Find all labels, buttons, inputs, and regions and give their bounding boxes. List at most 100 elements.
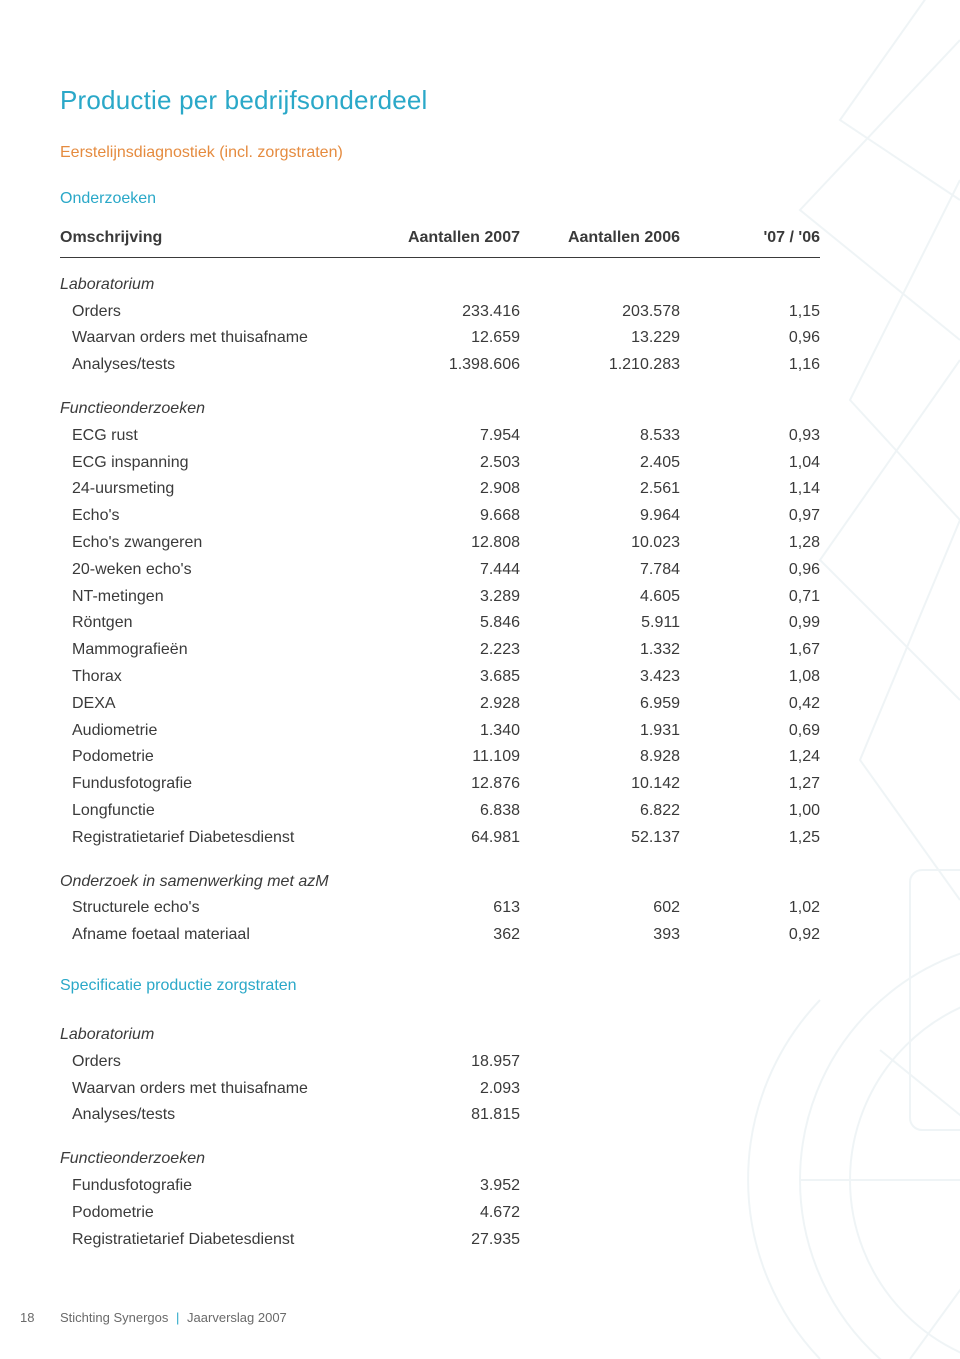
table-row: Röntgen5.8465.9110,99: [60, 610, 820, 637]
row-ratio: 1,27: [680, 771, 820, 798]
row-value-2007: 9.668: [370, 503, 520, 530]
row-value-2007: 1.340: [370, 718, 520, 745]
spec-heading: Specificatie productie zorgstraten: [60, 977, 810, 995]
table-row: Orders18.957: [60, 1049, 820, 1076]
row-value-2006: 4.605: [520, 584, 680, 611]
col-ratio: '07 / '06: [680, 222, 820, 257]
table-row: ECG rust7.9548.5330,93: [60, 423, 820, 450]
row-value-2007: 7.444: [370, 557, 520, 584]
row-label: Mammografieën: [60, 637, 370, 664]
table-row: Longfunctie6.8386.8221,00: [60, 798, 820, 825]
row-value-2007: 5.846: [370, 610, 520, 637]
table-row: Waarvan orders met thuisafname2.093: [60, 1076, 820, 1103]
table-row: Analyses/tests81.815: [60, 1102, 820, 1129]
row-ratio: 0,96: [680, 325, 820, 352]
row-label: Podometrie: [60, 744, 370, 771]
row-value-2007: 2.503: [370, 450, 520, 477]
row-label: 20-weken echo's: [60, 557, 370, 584]
row-ratio: 1,14: [680, 476, 820, 503]
row-value-2006: 7.784: [520, 557, 680, 584]
row-ratio: 0,97: [680, 503, 820, 530]
row-ratio: 0,69: [680, 718, 820, 745]
section-label-onderzoeken: Onderzoeken: [60, 190, 810, 208]
row-value-2007: 362: [370, 922, 520, 949]
row-label: Echo's zwangeren: [60, 530, 370, 557]
row-value-2006: 5.911: [520, 610, 680, 637]
row-label: Orders: [60, 1049, 370, 1076]
row-value-2006: 9.964: [520, 503, 680, 530]
group-header: Laboratorium: [60, 259, 820, 299]
row-label: Echo's: [60, 503, 370, 530]
row-label: DEXA: [60, 691, 370, 718]
group-header: Laboratorium: [60, 1009, 820, 1049]
row-value-2007: 12.808: [370, 530, 520, 557]
row-value: 18.957: [370, 1049, 520, 1076]
table-row: NT-metingen3.2894.6050,71: [60, 584, 820, 611]
table-row: Podometrie11.1098.9281,24: [60, 744, 820, 771]
table-row: 20-weken echo's7.4447.7840,96: [60, 557, 820, 584]
row-value-2007: 2.908: [370, 476, 520, 503]
table-row: Waarvan orders met thuisafname12.65913.2…: [60, 325, 820, 352]
table-row: Analyses/tests1.398.6061.210.2831,16: [60, 352, 820, 379]
row-ratio: 1,25: [680, 825, 820, 852]
table-row: Audiometrie1.3401.9310,69: [60, 718, 820, 745]
group-header: Functieonderzoeken: [60, 379, 820, 423]
row-ratio: 1,08: [680, 664, 820, 691]
col-aantallen-2006: Aantallen 2006: [520, 222, 680, 257]
table-row: Echo's zwangeren12.80810.0231,28: [60, 530, 820, 557]
row-ratio: 0,42: [680, 691, 820, 718]
row-value-2006: 6.959: [520, 691, 680, 718]
footer-divider: |: [172, 1310, 183, 1325]
row-label: Fundusfotografie: [60, 771, 370, 798]
row-value-2007: 613: [370, 895, 520, 922]
table-row: Registratietarief Diabetesdienst64.98152…: [60, 825, 820, 852]
table-row: Fundusfotografie3.952: [60, 1173, 820, 1200]
row-label: ECG inspanning: [60, 450, 370, 477]
row-value: 4.672: [370, 1200, 520, 1227]
table-onderzoeken: Omschrijving Aantallen 2007 Aantallen 20…: [60, 222, 820, 949]
row-ratio: 0,93: [680, 423, 820, 450]
row-label: Thorax: [60, 664, 370, 691]
row-value-2006: 8.533: [520, 423, 680, 450]
row-ratio: 1,67: [680, 637, 820, 664]
row-value-2006: 10.023: [520, 530, 680, 557]
row-value-2006: 203.578: [520, 299, 680, 326]
row-value-2007: 12.659: [370, 325, 520, 352]
row-value-2006: 6.822: [520, 798, 680, 825]
row-value: 2.093: [370, 1076, 520, 1103]
table-row: Thorax3.6853.4231,08: [60, 664, 820, 691]
row-label: Structurele echo's: [60, 895, 370, 922]
col-omschrijving: Omschrijving: [60, 222, 370, 257]
row-label: Analyses/tests: [60, 1102, 370, 1129]
row-value-2006: 10.142: [520, 771, 680, 798]
row-ratio: 1,28: [680, 530, 820, 557]
row-value: 27.935: [370, 1227, 520, 1254]
row-value-2007: 2.928: [370, 691, 520, 718]
table-row: DEXA2.9286.9590,42: [60, 691, 820, 718]
row-label: 24-uursmeting: [60, 476, 370, 503]
table-row: Mammografieën2.2231.3321,67: [60, 637, 820, 664]
row-label: Orders: [60, 299, 370, 326]
table-specificatie: LaboratoriumOrders18.957Waarvan orders m…: [60, 1009, 820, 1253]
row-value-2007: 6.838: [370, 798, 520, 825]
row-value-2007: 11.109: [370, 744, 520, 771]
row-label: Fundusfotografie: [60, 1173, 370, 1200]
row-label: Waarvan orders met thuisafname: [60, 325, 370, 352]
row-label: Analyses/tests: [60, 352, 370, 379]
row-ratio: 1,16: [680, 352, 820, 379]
row-ratio: 0,71: [680, 584, 820, 611]
row-ratio: 0,99: [680, 610, 820, 637]
table-row: Echo's9.6689.9640,97: [60, 503, 820, 530]
row-ratio: 1,15: [680, 299, 820, 326]
row-label: ECG rust: [60, 423, 370, 450]
table-row: Afname foetaal materiaal3623930,92: [60, 922, 820, 949]
table-row: ECG inspanning2.5032.4051,04: [60, 450, 820, 477]
table-row: Podometrie4.672: [60, 1200, 820, 1227]
row-value-2006: 602: [520, 895, 680, 922]
table-header-row: Omschrijving Aantallen 2007 Aantallen 20…: [60, 222, 820, 257]
row-ratio: 0,92: [680, 922, 820, 949]
group-header: Functieonderzoeken: [60, 1129, 820, 1173]
table-row: Structurele echo's6136021,02: [60, 895, 820, 922]
row-value-2006: 1.210.283: [520, 352, 680, 379]
row-ratio: 1,24: [680, 744, 820, 771]
